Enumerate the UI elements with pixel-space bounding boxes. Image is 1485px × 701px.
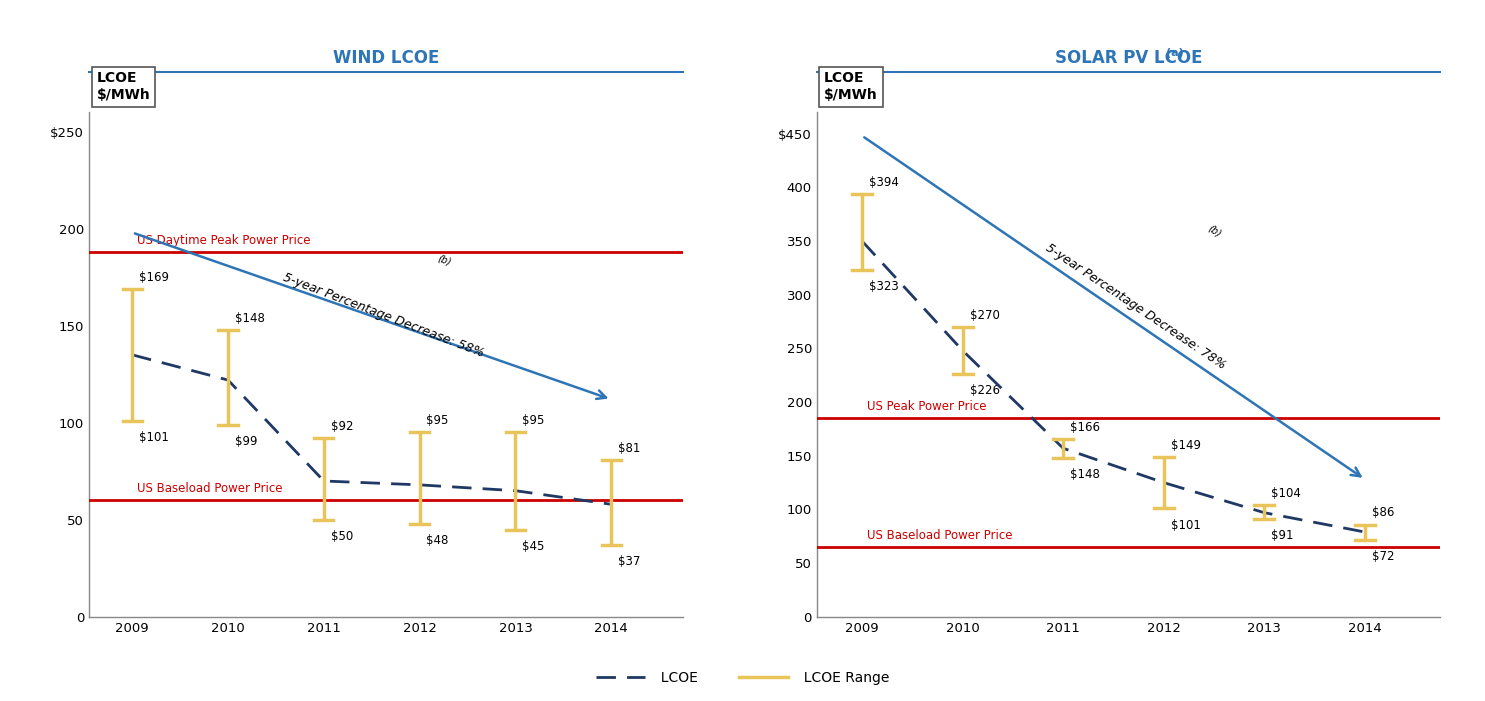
Text: US Peak Power Price: US Peak Power Price — [867, 400, 986, 413]
Text: 5-year Percentage Decrease: 58%: 5-year Percentage Decrease: 58% — [281, 271, 486, 360]
Text: $72: $72 — [1372, 550, 1394, 563]
Text: $148: $148 — [235, 311, 264, 325]
Text: WIND LCOE: WIND LCOE — [333, 48, 440, 67]
Text: $81: $81 — [618, 442, 640, 454]
Text: SOLAR PV LCOE: SOLAR PV LCOE — [1054, 48, 1203, 67]
Text: $226: $226 — [970, 384, 999, 397]
Text: $101: $101 — [140, 431, 169, 444]
Text: $86: $86 — [1372, 507, 1394, 519]
Legend:   LCOE,   LCOE Range: LCOE, LCOE Range — [591, 665, 894, 690]
Text: $91: $91 — [1271, 529, 1293, 543]
Text: $148: $148 — [1071, 468, 1100, 481]
Text: $99: $99 — [235, 435, 257, 448]
Text: $95: $95 — [523, 414, 545, 428]
Text: $394: $394 — [869, 176, 898, 189]
Text: $104: $104 — [1271, 487, 1301, 500]
Text: $323: $323 — [869, 280, 898, 293]
Text: (b): (b) — [1206, 224, 1224, 239]
Text: $169: $169 — [140, 271, 169, 284]
Text: (a): (a) — [1166, 48, 1184, 58]
Text: 5-year Percentage Decrease: 78%: 5-year Percentage Decrease: 78% — [1042, 241, 1228, 372]
Text: LCOE
$/MWh: LCOE $/MWh — [824, 72, 878, 102]
Text: $92: $92 — [331, 420, 353, 433]
Text: US Baseload Power Price: US Baseload Power Price — [867, 529, 1013, 542]
Text: $50: $50 — [331, 530, 353, 543]
Text: US Daytime Peak Power Price: US Daytime Peak Power Price — [137, 234, 310, 247]
Text: (b): (b) — [437, 254, 453, 268]
Text: US Baseload Power Price: US Baseload Power Price — [137, 482, 282, 496]
Text: $166: $166 — [1071, 421, 1100, 434]
Text: $149: $149 — [1170, 439, 1201, 452]
Text: LCOE
$/MWh: LCOE $/MWh — [97, 72, 150, 102]
Text: $270: $270 — [970, 309, 999, 322]
Text: $45: $45 — [523, 540, 545, 552]
Text: $37: $37 — [618, 555, 640, 568]
Text: $48: $48 — [426, 533, 448, 547]
Text: $95: $95 — [426, 414, 448, 428]
Text: $101: $101 — [1170, 519, 1201, 531]
